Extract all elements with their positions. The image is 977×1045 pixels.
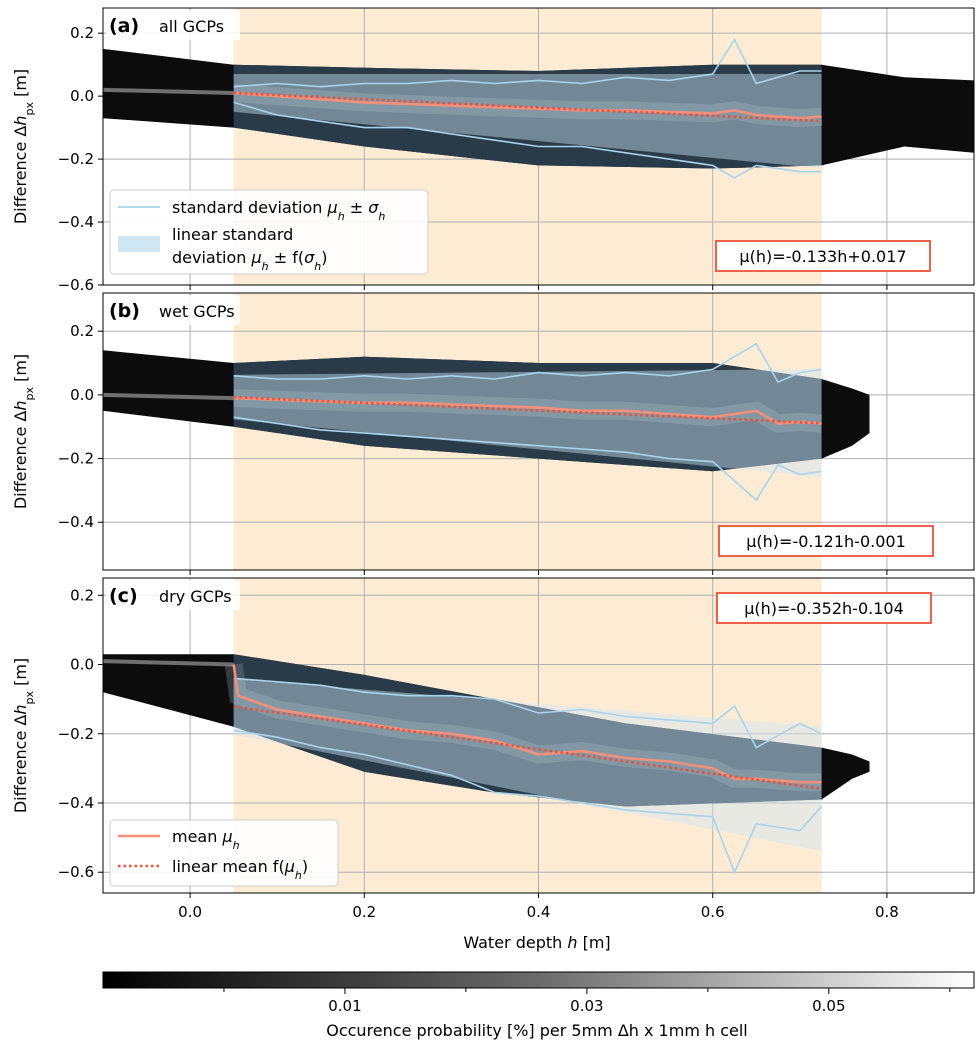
- legend-linear-mean-label: linear mean f(μh): [172, 857, 308, 882]
- mean-line: [233, 396, 822, 425]
- y-tick-label: 0.0: [70, 386, 94, 404]
- y-axis-title: Difference Δhpx [m]: [11, 69, 36, 224]
- y-axis-title: Difference Δhpx [m]: [11, 658, 36, 813]
- panel-letter: (b): [109, 300, 140, 322]
- legend-linear-std-swatch: [118, 236, 160, 252]
- panel-a: 0.2 0.0 −0.2 −0.4 −0.6 Difference Δhpx [m] (a)…: [11, 7, 975, 294]
- colorbar-label: Occurence probability [%] per 5mm Δh x 1…: [326, 1021, 748, 1040]
- linear-std-band: [233, 73, 822, 169]
- legend-linear-std-label: linear standard: [172, 225, 293, 244]
- density-core-dry: [103, 392, 234, 401]
- panel-letter: (a): [109, 15, 139, 37]
- equation-text: μ(h)=-0.133h+0.017: [739, 247, 906, 266]
- y-tick-label: −0.2: [58, 450, 94, 468]
- y-tick-label: 0.0: [70, 656, 94, 674]
- y-tick-label: −0.6: [58, 863, 94, 881]
- colorbar-tick-label: 0.05: [812, 997, 845, 1015]
- panel-tag: (c) dry GCPs: [106, 580, 240, 610]
- legend: standard deviation μh ± σh linear standar…: [109, 189, 429, 275]
- x-axis-title: Water depth h [m]: [463, 933, 610, 952]
- legend: mean μh linear mean f(μh): [109, 819, 339, 887]
- linear-mean-line: [233, 91, 822, 123]
- x-tick-label: 0.4: [527, 903, 551, 921]
- equation-text: μ(h)=-0.352h-0.104: [744, 599, 904, 618]
- x-tick-label: 0.6: [701, 903, 725, 921]
- panel-tag: (a) all GCPs: [106, 10, 240, 40]
- y-tick-label: −0.6: [58, 276, 94, 294]
- equation-box: μ(h)=-0.133h+0.017: [715, 240, 931, 272]
- linear-std-band: [233, 369, 822, 478]
- y-tick-label: −0.4: [58, 513, 94, 531]
- legend-linear-std-label-2: deviation μh ± f(σh): [172, 248, 327, 273]
- y-tick-label: 0.2: [70, 24, 94, 42]
- linear-mean-line: [233, 395, 822, 425]
- equation-box: μ(h)=-0.121h-0.001: [718, 525, 934, 557]
- y-tick-label: 0.2: [70, 322, 94, 340]
- panel-tag: (b) wet GCPs: [106, 295, 240, 325]
- panel-label: dry GCPs: [159, 587, 232, 606]
- panel-letter: (c): [109, 585, 138, 607]
- equation-box: μ(h)=-0.352h-0.104: [716, 592, 932, 624]
- x-axis: Water depth h [m] 0.0 0.2 0.4 0.6 0.8: [178, 903, 899, 952]
- colorbar: 0.01 0.03 0.05 Occurence probability [%] p…: [102, 971, 975, 1040]
- y-axis-title: Difference Δhpx [m]: [11, 354, 36, 509]
- std-upper-line: [233, 677, 822, 749]
- colorbar-tick-label: 0.03: [570, 997, 603, 1015]
- y-tick-label: −0.4: [58, 794, 94, 812]
- panel-label: all GCPs: [159, 17, 224, 36]
- density-core-dry: [103, 659, 234, 667]
- density-core-dry: [103, 87, 234, 95]
- legend-mean-label: mean μh: [172, 827, 240, 852]
- mean-line: [233, 91, 822, 120]
- linear-std-band: [233, 678, 822, 852]
- x-tick-label: 0.2: [352, 903, 376, 921]
- panel-c: 0.2 0.0 −0.2 −0.4 −0.6 Difference Δhpx [m] (c)…: [11, 577, 975, 898]
- y-tick-label: −0.2: [58, 725, 94, 743]
- panel-label: wet GCPs: [159, 302, 235, 321]
- std-upper-line: [233, 342, 822, 384]
- legend-std-label: standard deviation μh ± σh: [172, 198, 385, 223]
- y-tick-label: −0.4: [58, 213, 94, 231]
- y-tick-label: 0.0: [70, 87, 94, 105]
- x-tick-label: 0.8: [875, 903, 899, 921]
- std-lower-line: [233, 416, 822, 502]
- x-tick-label: 0.0: [178, 903, 202, 921]
- std-upper-line: [233, 37, 822, 88]
- y-tick-label: −0.2: [58, 150, 94, 168]
- std-lower-line: [233, 101, 822, 179]
- std-lower-line: [233, 729, 823, 875]
- colorbar-gradient: [102, 971, 975, 989]
- colorbar-tick-label: 0.01: [328, 997, 361, 1015]
- y-tick-label: 0.2: [70, 586, 94, 604]
- panel-b: 0.2 0.0 −0.2 −0.4 Difference Δhpx [m] (b) wet …: [11, 292, 975, 575]
- equation-text: μ(h)=-0.121h-0.001: [746, 532, 906, 551]
